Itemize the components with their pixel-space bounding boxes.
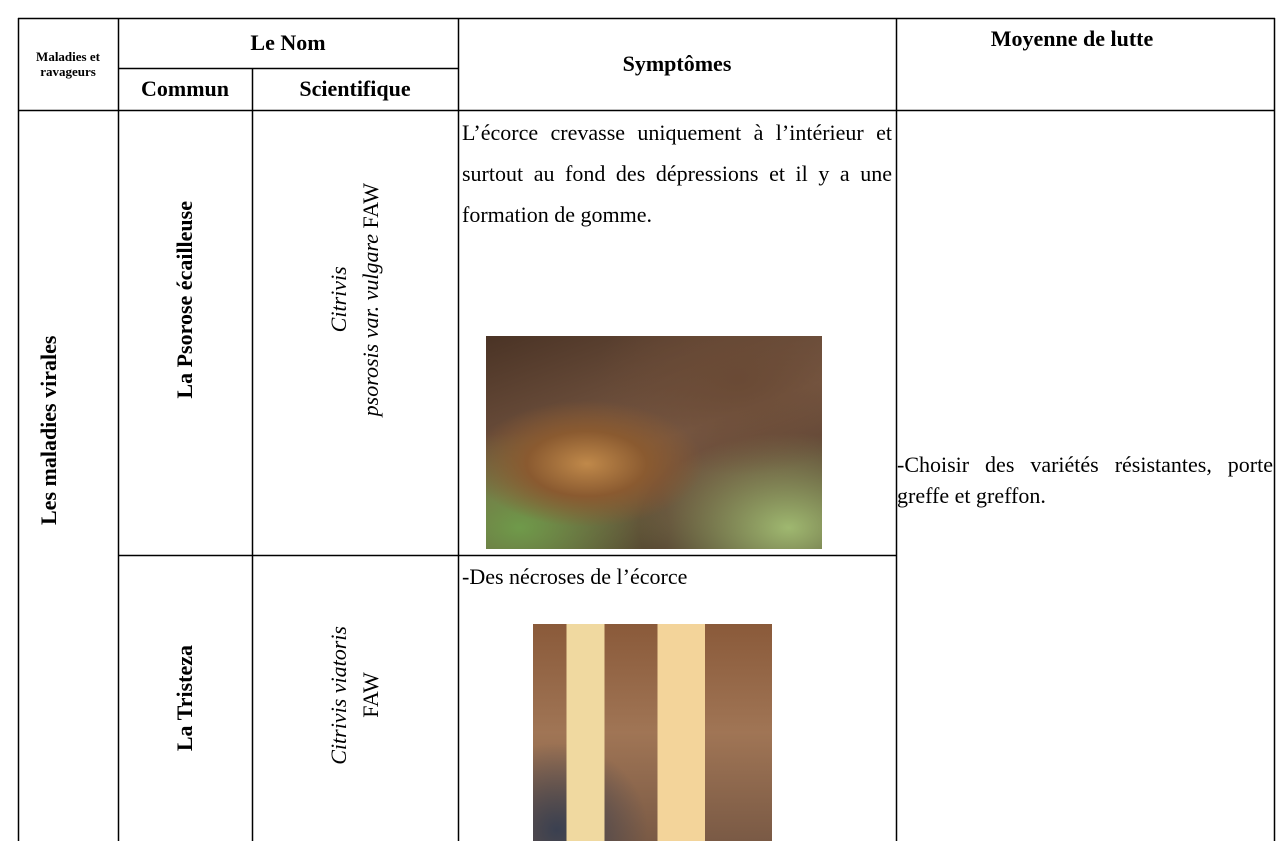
control-text: -Choisir des variétés résistantes, porte… (897, 452, 1273, 508)
photo (533, 624, 772, 841)
scientific-name: Citrivis viatoris FAW (323, 626, 387, 765)
scientific-genus: Citrivis viatoris (326, 625, 351, 765)
symptoms-text: L’écorce crevasse uniquement à l’intérie… (462, 120, 892, 227)
header-category: Maladies et ravageurs (36, 49, 100, 79)
header-control: Moyenne de lutte (990, 26, 1154, 51)
header-name: Le Nom (250, 30, 326, 55)
scientific-rest: psorosis var. vulgare (358, 234, 383, 417)
header-symptoms: Symptômes (622, 51, 732, 76)
authority: FAW (358, 183, 383, 229)
photo (486, 336, 822, 549)
symptoms-text: -Des nécroses de l’écorce (462, 564, 688, 589)
common-name: La Tristeza (172, 644, 197, 752)
group-label: Les maladies virales (36, 335, 61, 525)
scientific-genus: Citrivis (326, 266, 351, 333)
scientific-name: Citrivis psorosis var. vulgare FAW (323, 183, 387, 416)
header-scientific: Scientifique (299, 76, 411, 101)
authority: FAW (358, 672, 383, 718)
common-name: La Psorose écailleuse (172, 201, 197, 399)
header-common: Commun (140, 76, 229, 101)
